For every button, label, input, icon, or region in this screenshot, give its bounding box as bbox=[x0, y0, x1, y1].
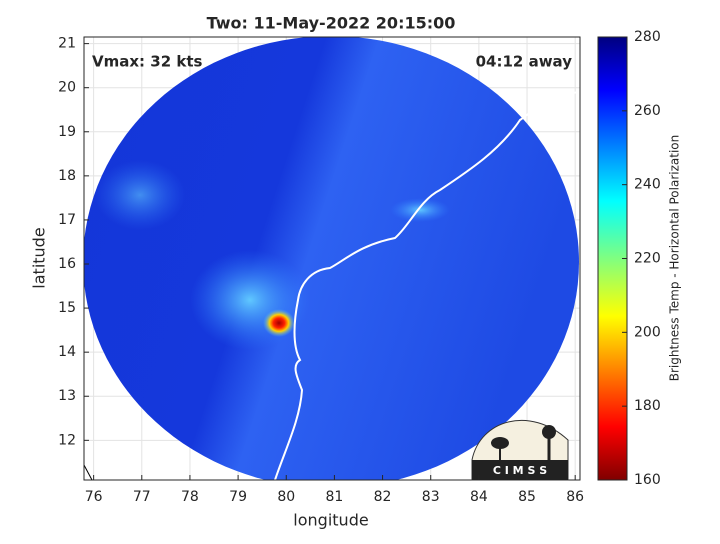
x-tick-label: 81 bbox=[325, 489, 343, 505]
y-tick-label: 17 bbox=[58, 212, 76, 228]
x-tick-label: 80 bbox=[277, 489, 295, 505]
y-tick-label: 18 bbox=[58, 168, 76, 184]
y-tick-label: 12 bbox=[58, 432, 76, 448]
x-tick-label: 84 bbox=[470, 489, 488, 505]
cloud bbox=[95, 160, 185, 230]
coastline bbox=[274, 91, 580, 480]
x-axis-label: longitude bbox=[293, 511, 368, 530]
y-tick-label: 20 bbox=[58, 80, 76, 96]
cloud bbox=[390, 198, 450, 222]
colorbar-tick-label: 160 bbox=[634, 472, 661, 488]
colorbar-tick-label: 180 bbox=[634, 398, 661, 414]
y-tick-label: 13 bbox=[58, 388, 76, 404]
y-tick-label: 19 bbox=[58, 124, 76, 140]
coastline bbox=[84, 464, 93, 480]
swath bbox=[84, 37, 579, 480]
colorbar-tick-label: 280 bbox=[634, 29, 661, 45]
x-tick-label: 78 bbox=[181, 489, 199, 505]
colorbar-tick-label: 200 bbox=[634, 324, 661, 340]
logo-text: C I M S S bbox=[493, 464, 547, 477]
colorbar-label: Brightness Temp - Horizontal Polarizatio… bbox=[668, 135, 682, 382]
x-tick-label: 85 bbox=[518, 489, 536, 505]
x-tick-label: 77 bbox=[133, 489, 151, 505]
y-tick-label: 15 bbox=[58, 300, 76, 316]
storm-core bbox=[263, 309, 295, 337]
x-tick-label: 76 bbox=[85, 489, 103, 505]
colorbar-tick-label: 220 bbox=[634, 251, 661, 267]
chart-title: Two: 11-May-2022 20:15:00 bbox=[207, 14, 456, 33]
y-tick-label: 14 bbox=[58, 344, 76, 360]
y-axis-label: latitude bbox=[30, 227, 49, 288]
cloud bbox=[190, 250, 310, 350]
plot-frame bbox=[83, 36, 581, 481]
annotation: 04:12 away bbox=[476, 53, 573, 71]
x-tick-label: 83 bbox=[422, 489, 440, 505]
x-tick-label: 86 bbox=[566, 489, 584, 505]
annotation: Vmax: 32 kts bbox=[92, 53, 202, 71]
y-tick-label: 16 bbox=[58, 256, 76, 272]
swath-image bbox=[84, 37, 580, 480]
x-tick-label: 79 bbox=[229, 489, 247, 505]
colorbar-tick-label: 260 bbox=[634, 103, 661, 119]
y-tick-label: 21 bbox=[58, 36, 76, 52]
x-tick-label: 82 bbox=[374, 489, 392, 505]
colorbar-tick-label: 240 bbox=[634, 177, 661, 193]
logo: C I M S S bbox=[471, 419, 569, 481]
